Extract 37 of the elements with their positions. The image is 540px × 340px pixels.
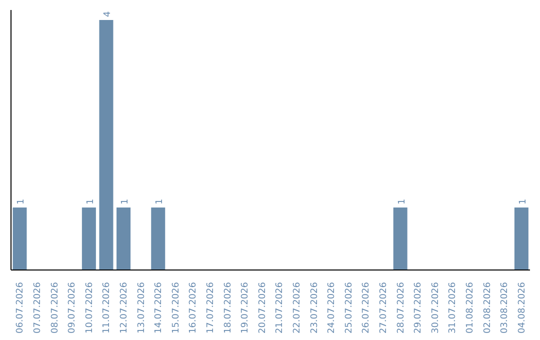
x-tick-label: 25.07.2026: [344, 282, 354, 334]
x-tick-label: 31.07.2026: [448, 282, 458, 334]
data-label: 1: [120, 198, 131, 204]
data-label: 1: [86, 198, 96, 204]
x-tick-label: 06.07.2026: [16, 282, 26, 334]
x-tick-label: 30.07.2026: [430, 282, 441, 334]
data-label: 4: [103, 11, 114, 17]
x-tick-label: 20.07.2026: [258, 282, 268, 334]
x-tick-label: 15.07.2026: [171, 282, 182, 334]
x-tick-label: 28.07.2026: [396, 282, 406, 334]
data-label: 1: [16, 198, 27, 204]
x-tick-label: 18.07.2026: [223, 282, 234, 334]
x-tick-label: 27.07.2026: [378, 282, 389, 334]
data-label: 1: [518, 198, 528, 204]
x-tick-label: 02.08.2026: [482, 282, 493, 334]
x-tick-label: 08.07.2026: [50, 282, 60, 334]
x-tick-label: 11.07.2026: [102, 282, 112, 334]
x-tick-label: 17.07.2026: [206, 282, 216, 334]
x-tick-label: 22.07.2026: [292, 282, 302, 334]
x-tick-label: 14.07.2026: [154, 282, 164, 334]
x-tick-label: 24.07.2026: [327, 282, 338, 334]
x-tick-label: 07.07.2026: [32, 282, 43, 334]
x-tick-label: 13.07.2026: [136, 282, 147, 334]
x-tick-label: 21.07.2026: [275, 282, 286, 334]
x-tick-label: 29.07.2026: [414, 282, 424, 334]
x-tick-label: 10.07.2026: [84, 282, 95, 334]
x-tick-label: 19.07.2026: [240, 282, 251, 334]
x-tick-label: 23.07.2026: [310, 282, 320, 334]
data-label: 1: [397, 198, 408, 204]
x-tick-label: 01.08.2026: [465, 282, 476, 334]
x-tick-label: 26.07.2026: [362, 282, 372, 334]
x-tick-label: 03.08.2026: [500, 282, 510, 334]
data-label: 1: [155, 198, 166, 204]
x-tick-label: 16.07.2026: [188, 282, 199, 334]
x-tick-label: 12.07.2026: [119, 282, 130, 334]
x-tick-label: 04.08.2026: [517, 282, 528, 334]
x-tick-label: 09.07.2026: [68, 282, 78, 334]
